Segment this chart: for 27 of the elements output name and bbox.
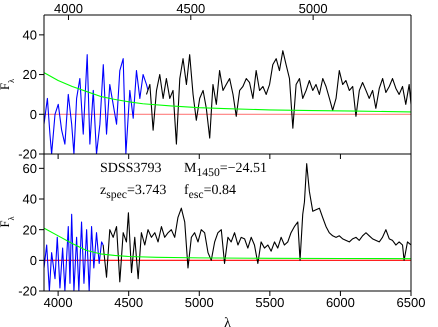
x-tick-label: 6000	[326, 295, 355, 310]
line-series	[44, 214, 104, 291]
y-tick-label: 40	[22, 27, 37, 42]
x2-tick-label: 5000	[298, 1, 328, 16]
x-tick-label: 4500	[114, 295, 144, 310]
y-tick-label: 20	[22, 222, 37, 238]
x-axis-title: λ	[224, 316, 232, 327]
y-tick-label: 0	[30, 252, 37, 268]
annotation: M$_{1450}$=−24.51	[184, 161, 268, 181]
annotation: z$_{spec}$=3.743	[100, 183, 166, 203]
y-tick-label: 40	[22, 192, 37, 207]
line-series	[44, 54, 149, 154]
x2-tick-label: 4000	[54, 1, 83, 16]
x-tick-label: 5000	[184, 295, 214, 310]
y-tick-label: 0	[30, 106, 37, 122]
annotation: SDSS3793	[100, 161, 162, 177]
x-tick-label: 6500	[396, 295, 426, 310]
y-tick-label: 20	[22, 67, 37, 82]
y-tick-label: 60	[22, 160, 37, 176]
x2-tick-label: 4500	[176, 1, 206, 16]
line-series	[44, 72, 411, 112]
line-series	[44, 228, 411, 260]
y-tick-label: -20	[18, 284, 37, 299]
x-tick-label: 4000	[44, 295, 73, 310]
y-tick-label: -20	[18, 146, 37, 162]
annotation: f$_{esc}$=0.84	[184, 183, 236, 203]
x-tick-label: 5500	[255, 295, 284, 310]
